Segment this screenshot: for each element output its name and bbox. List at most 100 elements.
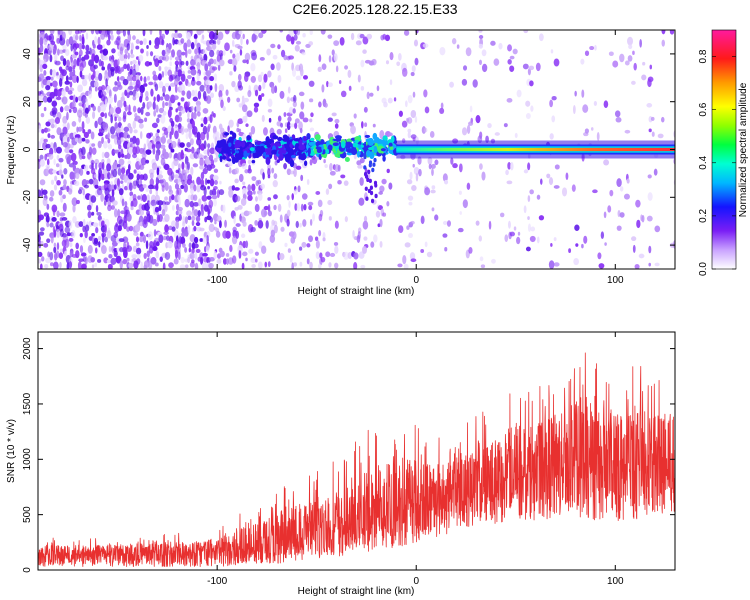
spectrogram-cell: [289, 170, 295, 175]
spectrogram-cell: [184, 198, 190, 208]
spectrogram-cell: [615, 117, 622, 123]
spectrogram-x-ticks: -100 0 100: [207, 30, 624, 286]
spectrogram-cell: [174, 174, 179, 180]
spectrogram-cell: [347, 252, 352, 260]
spectrogram-cell: [592, 189, 598, 194]
spectrogram-cell: [241, 104, 248, 113]
spectrogram-cell: [165, 235, 170, 241]
spectrogram-cell: [145, 149, 152, 155]
spectrogram-cell: [289, 159, 295, 168]
spectrogram-cell: [43, 138, 48, 143]
spectrogram-cell: [154, 83, 159, 92]
spectrogram-cell: [466, 182, 471, 190]
spectrogram-cell: [62, 44, 67, 50]
spectrogram-cell: [158, 205, 162, 212]
spectrogram-cell: [133, 232, 139, 236]
spectrogram-cell: [68, 237, 74, 242]
spectrogram-cell: [66, 262, 70, 269]
spectrogram-cell: [193, 236, 199, 244]
spectrogram-cell: [284, 242, 288, 248]
spectrogram-cell: [111, 240, 118, 247]
spectrogram-cell: [38, 239, 42, 249]
spectrogram-cell: [369, 190, 374, 196]
spectrogram-cell: [292, 231, 297, 240]
spectrogram-cell: [223, 132, 230, 136]
spectrogram-cell: [241, 262, 245, 269]
spectrogram-cell: [41, 189, 48, 196]
spectrogram-cell: [174, 183, 180, 190]
spectrogram-cell: [302, 33, 306, 38]
spectrogram-cell: [159, 96, 164, 101]
spectrogram-cell: [507, 220, 511, 229]
spectrogram-cell: [94, 35, 98, 45]
spectrogram-cell: [50, 179, 55, 185]
spectrogram-cell: [322, 232, 326, 240]
spectrogram-cell: [598, 263, 605, 269]
spectrogram-cell: [414, 116, 418, 123]
spectrogram-cell: [286, 194, 290, 201]
spectrogram-cell: [148, 101, 152, 108]
spectrogram-cell: [42, 197, 48, 207]
colorbar: 0.00.20.40.60.8 Normalized spectral ampl…: [698, 29, 749, 276]
spectrogram-cell: [203, 140, 207, 150]
spectrogram-cell: [168, 225, 173, 231]
spectrogram-cell: [68, 66, 73, 73]
spectrogram-cell: [68, 30, 73, 36]
spectrogram-cell: [68, 220, 73, 230]
spectrogram-cell: [638, 253, 645, 259]
spectrogram-cell: [117, 69, 122, 75]
spectrogram-cell: [371, 167, 375, 173]
spectrogram-cell: [197, 90, 202, 100]
spectrogram-cell: [42, 96, 48, 103]
spectrogram-cell: [120, 125, 124, 134]
spectrogram-cell: [290, 154, 297, 159]
spectrogram-cell: [196, 80, 202, 86]
spectrogram-cell: [661, 39, 665, 47]
spectrogram-cell: [45, 84, 51, 91]
spectrogram-cell: [116, 178, 121, 187]
spectrogram-cell: [225, 156, 230, 160]
spectrogram-cell: [288, 30, 295, 37]
spectrogram-cell: [247, 90, 252, 98]
spectrogram-cell: [98, 235, 102, 241]
spectrogram-cell: [39, 154, 44, 161]
spectrogram-cell: [167, 240, 173, 249]
spectrogram-cell: [312, 156, 318, 165]
spectrogram-cell: [112, 168, 118, 178]
spectrogram-cell: [209, 164, 216, 169]
spectrogram-cell: [156, 167, 160, 176]
spectrogram-cell: [366, 33, 373, 40]
spectrogram-cell: [262, 151, 267, 157]
spectrogram-cell: [323, 153, 327, 159]
spectrogram-cell: [331, 112, 337, 117]
spectrogram-cell: [293, 94, 297, 103]
spectrogram-cell: [368, 178, 372, 184]
spectrogram-cell: [360, 59, 365, 68]
spectrogram-cell: [94, 262, 98, 267]
spectrogram-cell: [411, 65, 416, 73]
spectrogram-cell: [169, 55, 173, 61]
spectrogram-cell: [300, 101, 305, 110]
spectrogram-cell: [407, 131, 411, 139]
spectrogram-cell: [43, 69, 47, 76]
spectrogram-cell: [180, 60, 185, 66]
spectrogram-cell: [65, 75, 69, 82]
spectrogram-cell: [62, 122, 67, 128]
spectrogram-cell: [132, 105, 137, 113]
spectrogram-cell: [186, 39, 192, 48]
spectrogram-cell: [40, 112, 45, 118]
spectrogram-cell: [119, 30, 124, 34]
spectrogram-cell: [64, 80, 71, 85]
spectrogram-cell: [128, 262, 134, 269]
spectrogram-cell: [214, 30, 217, 34]
spectrogram-cell: [273, 194, 278, 200]
spectrogram-cell: [249, 147, 255, 152]
spectrogram-cell: [206, 195, 212, 200]
spectrogram-cell: [250, 125, 256, 135]
spectrogram-cell: [194, 38, 198, 46]
spectrogram-cell: [140, 48, 144, 54]
spectrogram-cell: [407, 195, 414, 201]
spectrogram-cell: [193, 194, 198, 201]
spectrogram-cell: [64, 48, 70, 57]
